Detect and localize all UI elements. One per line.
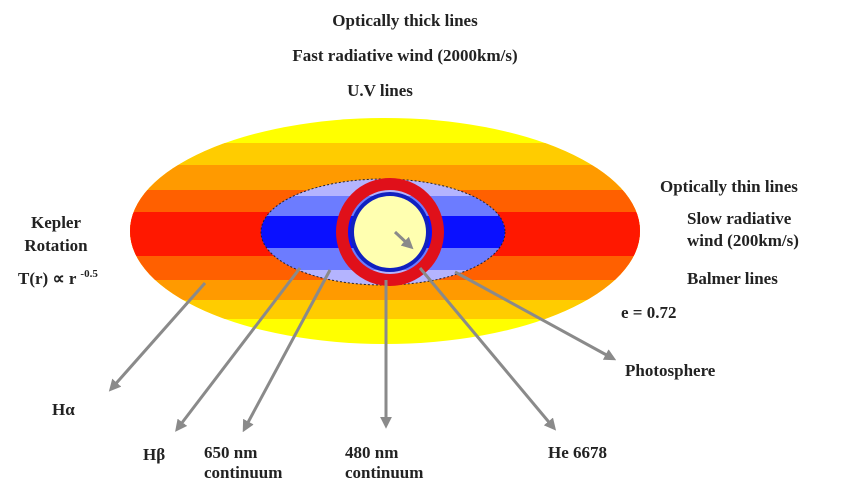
label: Optically thin lines <box>660 177 798 196</box>
label: He 6678 <box>548 443 607 462</box>
label: Fast radiative wind (2000km/s) <box>292 46 517 65</box>
label: continuum <box>345 463 423 479</box>
label: continuum <box>204 463 282 479</box>
label: wind (200km/s) <box>687 231 799 250</box>
label: Hβ <box>143 445 165 464</box>
diagram: Optically thick lines Fast radiative win… <box>0 0 845 479</box>
label: U.V lines <box>347 81 413 100</box>
label: Kepler <box>31 213 81 232</box>
label: Optically thick lines <box>332 11 478 30</box>
label: -0.5 <box>80 268 98 280</box>
arrow <box>112 283 205 388</box>
label: Balmer lines <box>687 269 778 288</box>
label: T(r) ∝ r <box>18 269 77 288</box>
label: Rotation <box>24 236 88 255</box>
label: Photosphere <box>625 361 716 380</box>
label: 650 nm <box>204 443 257 462</box>
label: e = 0.72 <box>621 303 676 322</box>
label: Hα <box>52 400 75 419</box>
photosphere <box>354 196 426 268</box>
label: Slow radiative <box>687 209 792 228</box>
label: T(r) ∝ r-0.5 <box>18 268 98 288</box>
label: 480 nm <box>345 443 398 462</box>
